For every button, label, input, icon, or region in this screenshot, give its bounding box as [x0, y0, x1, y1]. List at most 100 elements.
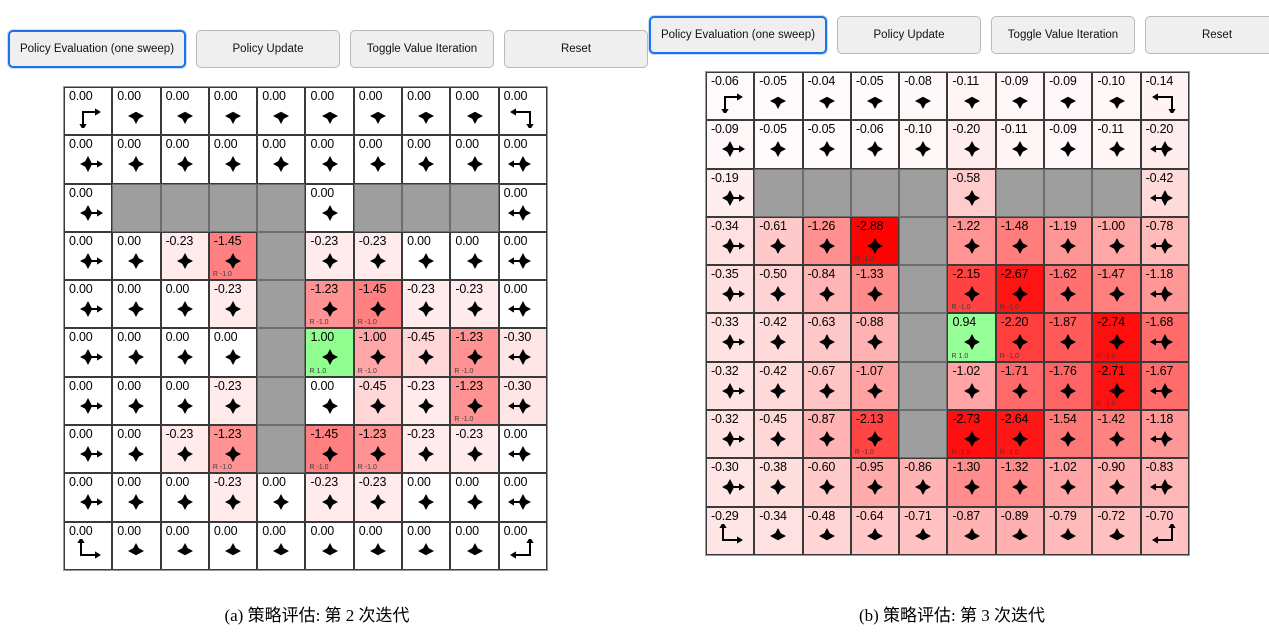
grid-cell[interactable]: -0.10	[899, 120, 948, 169]
grid-cell[interactable]: -0.32	[706, 361, 755, 411]
grid-cell[interactable]: -0.23	[305, 231, 354, 281]
grid-cell[interactable]: 0.00	[112, 135, 161, 184]
grid-cell[interactable]: -1.71	[995, 361, 1045, 411]
grid-cell[interactable]: 0.00	[112, 425, 161, 474]
grid-cell[interactable]: -0.23	[450, 425, 499, 474]
grid-cell-wall[interactable]	[1092, 168, 1141, 217]
grid-cell[interactable]: -0.58	[947, 168, 996, 217]
grid-cell[interactable]: -0.29	[706, 506, 755, 555]
grid-cell[interactable]: 0.00	[64, 280, 113, 329]
grid-cell-wall[interactable]	[899, 168, 948, 217]
grid-cell[interactable]: -2.67 R -1.0	[995, 265, 1045, 314]
grid-cell[interactable]: 0.00	[160, 87, 209, 136]
grid-cell[interactable]: 0.00	[305, 135, 354, 184]
grid-cell[interactable]: -0.23	[160, 231, 209, 281]
grid-cell[interactable]: -0.09	[1044, 120, 1093, 169]
grid-cell[interactable]: -0.11	[947, 72, 996, 121]
grid-cell[interactable]: 0.00	[160, 521, 209, 570]
grid-cell[interactable]: -0.05	[754, 120, 803, 169]
grid-cell[interactable]: -0.34	[754, 506, 803, 555]
grid-cell[interactable]: 0.00	[160, 135, 209, 184]
grid-cell[interactable]: -1.47	[1092, 265, 1141, 314]
grid-cell[interactable]: -1.23 R -1.0	[305, 280, 354, 329]
grid-cell[interactable]: -0.23	[208, 280, 258, 329]
grid-cell-wall[interactable]	[802, 168, 851, 217]
grid-cell[interactable]: 0.00	[498, 87, 547, 136]
grid-cell[interactable]: -0.23	[208, 376, 258, 426]
grid-cell[interactable]: -0.90	[1092, 458, 1141, 507]
grid-cell[interactable]: -0.95	[850, 458, 900, 507]
grid-cell[interactable]: -1.48	[995, 216, 1045, 266]
grid-cell[interactable]: -1.26	[802, 216, 851, 266]
grid-cell[interactable]: 0.00	[257, 473, 306, 522]
grid-cell-wall[interactable]	[754, 168, 803, 217]
reset-button[interactable]: Reset	[504, 30, 648, 68]
grid-cell[interactable]: -0.20	[947, 120, 996, 169]
grid-cell[interactable]: 0.00	[257, 135, 306, 184]
grid-cell-wall[interactable]	[899, 265, 948, 314]
grid-cell[interactable]: -0.04	[802, 72, 851, 121]
toggle-value-iteration-button[interactable]: Toggle Value Iteration	[350, 30, 494, 68]
grid-cell[interactable]: 0.94 R 1.0	[947, 313, 996, 362]
grid-cell[interactable]: 0.00	[402, 473, 451, 522]
grid-cell[interactable]: -0.23	[208, 473, 258, 522]
grid-cell[interactable]: -0.61	[754, 216, 803, 266]
grid-cell[interactable]: 0.00	[64, 135, 113, 184]
grid-cell[interactable]: -1.45 R -1.0	[305, 425, 354, 474]
grid-cell[interactable]: 0.00	[160, 473, 209, 522]
grid-cell[interactable]: 0.00	[402, 231, 451, 281]
grid-cell[interactable]: 0.00	[305, 183, 354, 232]
toggle-value-iteration-button[interactable]: Toggle Value Iteration	[991, 16, 1135, 54]
grid-cell-wall[interactable]	[899, 313, 948, 362]
grid-cell[interactable]: -0.89	[995, 506, 1045, 555]
grid-cell[interactable]: 0.00	[112, 280, 161, 329]
grid-cell[interactable]: -0.30	[498, 328, 547, 377]
grid-cell[interactable]: -0.11	[995, 120, 1045, 169]
grid-cell[interactable]: -0.05	[802, 120, 851, 169]
grid-cell[interactable]: 0.00	[112, 231, 161, 281]
grid-cell[interactable]: -1.54	[1044, 410, 1093, 459]
grid-cell[interactable]: 0.00	[160, 376, 209, 426]
grid-cell[interactable]: -2.20 R -1.0	[995, 313, 1045, 362]
grid-cell[interactable]: -1.45 R -1.0	[208, 231, 258, 281]
grid-cell[interactable]: 0.00	[160, 280, 209, 329]
grid-cell-wall[interactable]	[112, 183, 161, 232]
grid-cell[interactable]: -1.32	[995, 458, 1045, 507]
grid-cell[interactable]: -0.06	[706, 72, 755, 121]
grid-cell[interactable]: -0.33	[706, 313, 755, 362]
grid-cell[interactable]: -0.23	[402, 376, 451, 426]
grid-cell[interactable]: -0.34	[706, 216, 755, 266]
grid-cell[interactable]: -0.72	[1092, 506, 1141, 555]
grid-cell[interactable]: -0.23	[305, 473, 354, 522]
grid-cell[interactable]: -0.83	[1140, 458, 1189, 507]
grid-cell[interactable]: -0.48	[802, 506, 851, 555]
grid-cell[interactable]: 0.00	[64, 521, 113, 570]
grid-cell[interactable]: -1.22	[947, 216, 996, 266]
grid-cell[interactable]: 0.00	[257, 87, 306, 136]
grid-cell[interactable]: 0.00	[450, 135, 499, 184]
grid-cell-wall[interactable]	[160, 183, 209, 232]
grid-cell[interactable]: -0.86	[899, 458, 948, 507]
grid-cell[interactable]: -1.76	[1044, 361, 1093, 411]
grid-cell[interactable]: -1.45 R -1.0	[353, 280, 403, 329]
grid-cell[interactable]: -0.08	[899, 72, 948, 121]
policy-update-button[interactable]: Policy Update	[837, 16, 981, 54]
grid-cell[interactable]: -0.64	[850, 506, 900, 555]
grid-cell[interactable]: 0.00	[353, 87, 403, 136]
grid-cell[interactable]: -0.05	[850, 72, 900, 121]
grid-cell-wall[interactable]	[1044, 168, 1093, 217]
grid-cell[interactable]: -0.23	[402, 425, 451, 474]
grid-cell[interactable]: 0.00	[498, 183, 547, 232]
grid-cell[interactable]: 0.00	[112, 87, 161, 136]
grid-cell[interactable]: 0.00	[305, 87, 354, 136]
grid-cell[interactable]: -0.63	[802, 313, 851, 362]
grid-cell[interactable]: 0.00	[450, 87, 499, 136]
grid-cell[interactable]: -1.23 R -1.0	[353, 425, 403, 474]
grid-cell[interactable]: -0.20	[1140, 120, 1189, 169]
grid-cell[interactable]: 0.00	[112, 521, 161, 570]
grid-cell[interactable]: -0.45	[402, 328, 451, 377]
grid-cell[interactable]: -0.10	[1092, 72, 1141, 121]
grid-cell[interactable]: -1.23 R -1.0	[450, 328, 499, 377]
grid-cell[interactable]: -1.00	[1092, 216, 1141, 266]
grid-cell-wall[interactable]	[257, 328, 306, 377]
